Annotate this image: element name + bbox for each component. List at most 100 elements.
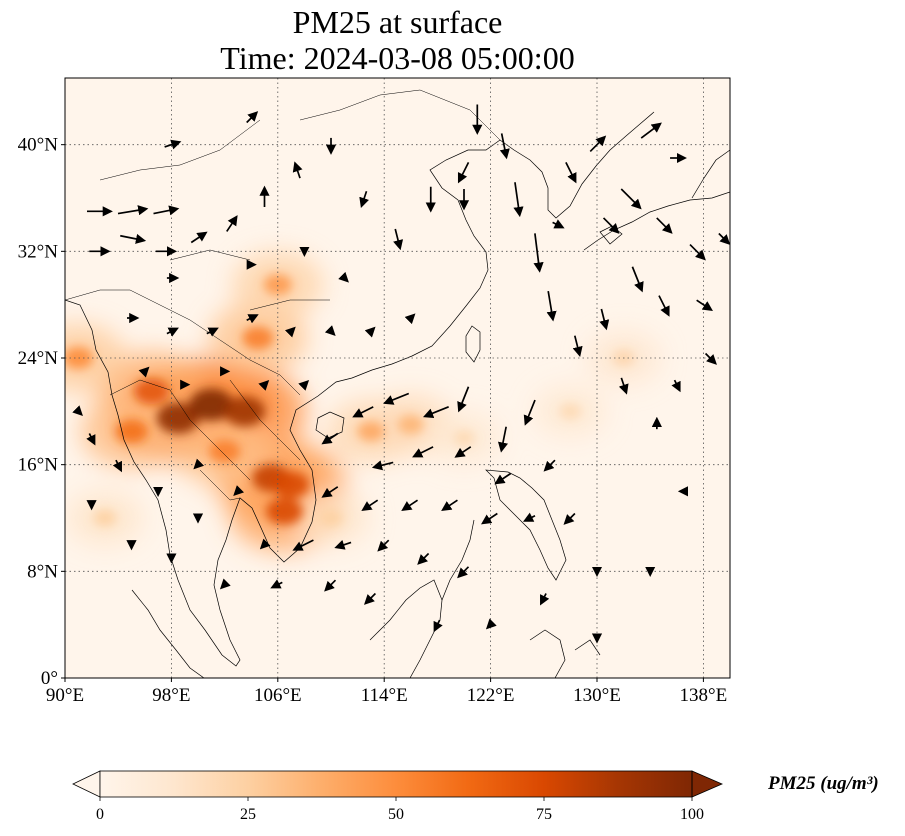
wind-arrow-24 bbox=[620, 188, 642, 210]
lon-tick-label-0: 90°E bbox=[46, 685, 84, 706]
wind-arrow-98 bbox=[704, 352, 717, 365]
coastline-philippines bbox=[441, 469, 567, 601]
wind-arrow-93 bbox=[540, 593, 550, 606]
map-plot-area bbox=[65, 78, 730, 678]
wind-arrow-30 bbox=[599, 308, 610, 331]
wind-arrow-31 bbox=[572, 335, 583, 357]
country-borders bbox=[65, 89, 501, 501]
wind-arrow-13 bbox=[359, 190, 369, 208]
map-title-line1: PM25 at surface bbox=[292, 4, 503, 40]
wind-arrow-82 bbox=[258, 380, 270, 391]
wind-arrow-92 bbox=[485, 618, 497, 630]
wind-arrow-25 bbox=[656, 217, 673, 234]
wind-arrow-70 bbox=[166, 327, 179, 337]
pm25-hotspot-9 bbox=[263, 274, 293, 296]
wind-arrow-91 bbox=[433, 619, 443, 633]
wind-arrow-19 bbox=[513, 182, 524, 218]
pm25-hotspot-2 bbox=[223, 396, 266, 427]
wind-arrow-55 bbox=[334, 539, 352, 550]
wind-arrow-38 bbox=[422, 406, 449, 419]
wind-arrow-1 bbox=[117, 205, 149, 216]
wind-arrow-12 bbox=[164, 139, 182, 150]
wind-arrow-87 bbox=[233, 485, 245, 496]
pm25-haze-12 bbox=[65, 323, 126, 393]
colorbar: 0 25 50 75 100 bbox=[72, 770, 724, 823]
coastline-hainan bbox=[315, 411, 345, 439]
longitude-ticks: 90°E 98°E 106°E 114°E 122°E 130°E 138°E bbox=[46, 678, 727, 706]
wind-arrow-46 bbox=[543, 459, 556, 472]
wind-arrow-47 bbox=[563, 512, 576, 525]
pm25-hotspot-11 bbox=[397, 415, 424, 435]
wind-arrow-72 bbox=[246, 314, 259, 324]
wind-arrow-18 bbox=[499, 133, 510, 160]
wind-arrow-6 bbox=[190, 231, 208, 244]
wind-arrow-37 bbox=[457, 386, 470, 413]
lon-tick-label-6: 138°E bbox=[680, 685, 728, 706]
wind-arrow-68 bbox=[72, 405, 83, 416]
pm25-hotspot-14 bbox=[319, 509, 343, 527]
wind-arrow-45 bbox=[494, 472, 512, 485]
lat-tick-label-2: 16°N bbox=[18, 455, 59, 476]
wind-arrow-43 bbox=[412, 446, 434, 458]
wind-arrow-22 bbox=[565, 161, 577, 184]
wind-arrow-52 bbox=[361, 499, 379, 512]
wind-arrow-76 bbox=[404, 313, 416, 325]
wind-arrow-103 bbox=[640, 122, 662, 139]
wind-arrow-101 bbox=[602, 217, 620, 234]
lat-tick-label-1: 8°N bbox=[27, 561, 58, 582]
colorbar-min-extension bbox=[72, 770, 101, 798]
pm25-hotspot-8 bbox=[242, 326, 274, 350]
wind-arrow-53 bbox=[321, 486, 339, 498]
lon-tick-label-4: 122°E bbox=[467, 685, 515, 706]
wind-arrow-16 bbox=[457, 161, 470, 184]
colorbar-tick-label-2: 50 bbox=[388, 806, 404, 823]
wind-arrow-73 bbox=[284, 326, 296, 338]
map-frame bbox=[64, 77, 731, 679]
wind-arrow-27 bbox=[631, 266, 644, 293]
wind-arrow-99 bbox=[718, 232, 730, 245]
colorbar-tick-label-4: 100 bbox=[680, 806, 704, 823]
wind-arrow-49 bbox=[481, 512, 498, 525]
wind-arrow-48 bbox=[522, 512, 536, 522]
pm25-hotspot-0 bbox=[156, 402, 200, 434]
pm25-hotspot-3 bbox=[133, 378, 170, 405]
wind-arrow-11 bbox=[246, 111, 259, 124]
wind-arrow-40 bbox=[352, 406, 374, 418]
wind-arrow-9 bbox=[292, 161, 303, 179]
coastline-japan bbox=[583, 149, 730, 251]
wind-arrow-23 bbox=[589, 135, 607, 153]
pm25-hotspot-layer bbox=[65, 274, 635, 527]
wind-arrow-28 bbox=[658, 295, 670, 317]
wind-arrow-58 bbox=[457, 566, 470, 579]
graticule-layer bbox=[65, 78, 730, 678]
coastline-taiwan bbox=[465, 325, 481, 363]
lon-tick-label-2: 106°E bbox=[254, 685, 302, 706]
coastline-sumatra bbox=[131, 589, 205, 678]
colorbar-tick-label-3: 75 bbox=[536, 806, 552, 823]
wind-arrow-35 bbox=[523, 399, 536, 426]
wind-arrow-39 bbox=[383, 392, 410, 405]
map-title-line2: Time: 2024-03-08 05:00:00 bbox=[220, 40, 575, 76]
wind-arrow-100 bbox=[552, 219, 565, 229]
wind-arrow-51 bbox=[401, 499, 419, 512]
wind-arrow-86 bbox=[193, 458, 205, 470]
wind-arrow-4 bbox=[120, 233, 147, 244]
pm25-hotspot-6 bbox=[272, 471, 310, 499]
lat-tick-label-0: 0° bbox=[41, 668, 58, 689]
wind-arrow-14 bbox=[393, 228, 404, 251]
lat-tick-label-5: 40°N bbox=[18, 135, 59, 156]
latitude-ticks: 0° 8°N 16°N 24°N 32°N 40°N bbox=[18, 135, 65, 689]
colorbar-tick-label-1: 25 bbox=[240, 806, 256, 823]
wind-arrow-2 bbox=[153, 205, 180, 216]
wind-arrow-61 bbox=[270, 579, 283, 589]
pm25-hotspot-1 bbox=[189, 388, 234, 421]
wind-arrow-57 bbox=[417, 552, 430, 565]
lat-tick-label-4: 32°N bbox=[18, 241, 59, 262]
wind-arrow-83 bbox=[298, 380, 310, 391]
colorbar-tick-label-0: 0 bbox=[96, 806, 104, 823]
colorbar-gradient bbox=[100, 771, 692, 797]
wind-arrow-7 bbox=[226, 215, 238, 232]
wind-arrow-90 bbox=[259, 538, 271, 550]
wind-arrow-74 bbox=[324, 325, 336, 336]
